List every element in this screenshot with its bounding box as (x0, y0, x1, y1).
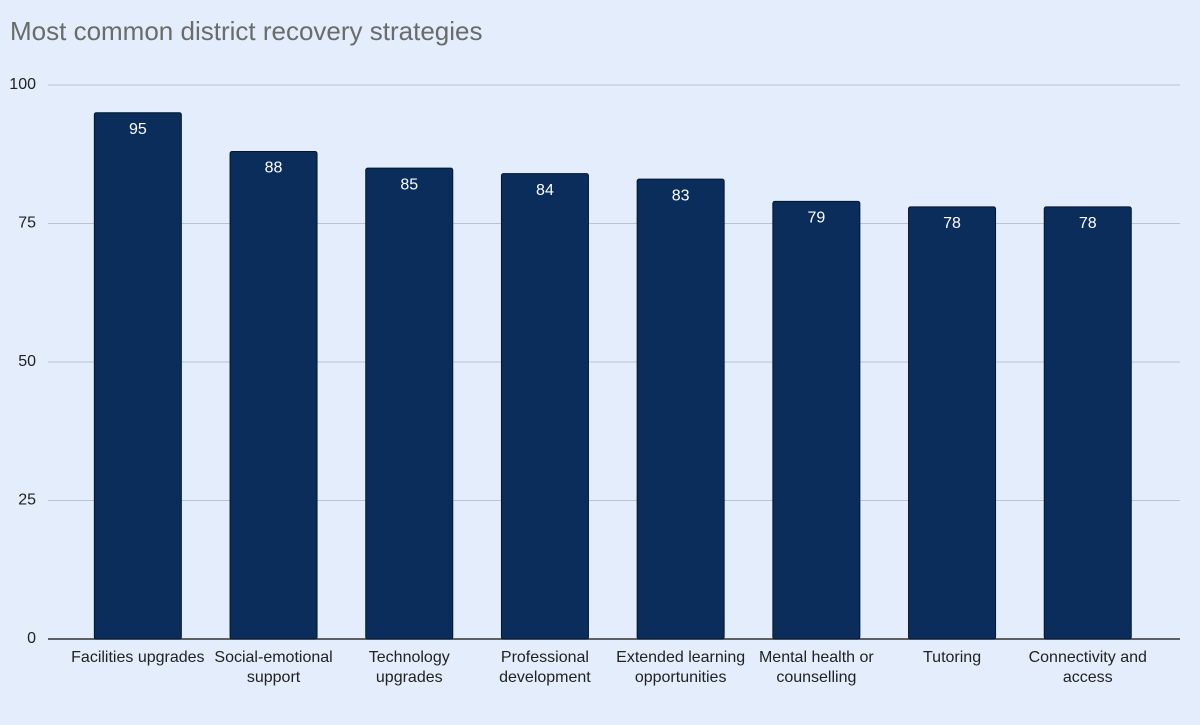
data-label: 95 (129, 121, 147, 138)
data-label: 84 (536, 182, 554, 199)
bar (1043, 206, 1132, 640)
y-tick-label: 0 (27, 630, 36, 647)
data-label: 85 (400, 176, 418, 193)
bar (93, 112, 182, 640)
data-label: 88 (265, 160, 283, 177)
x-tick-label: Tutoring (922, 649, 982, 666)
y-tick-label: 50 (18, 353, 36, 370)
data-label: 78 (943, 215, 961, 232)
bar (636, 178, 725, 640)
data-label: 78 (1079, 215, 1097, 232)
bar (365, 167, 454, 640)
bar (772, 200, 861, 640)
y-tick-label: 100 (9, 76, 36, 93)
data-label: 79 (807, 210, 825, 227)
bar (500, 173, 589, 640)
x-tick-label: Facilities upgrades (71, 649, 205, 666)
x-tick-label: Professional development (499, 649, 591, 686)
bar (229, 150, 318, 640)
bar (908, 206, 997, 640)
data-label: 83 (672, 187, 690, 204)
x-tick-label: Technology upgrades (368, 649, 450, 686)
x-tick-label: Mental health or counselling (758, 649, 874, 686)
y-tick-label: 75 (18, 215, 36, 232)
x-tick-label: Extended learning opportunities (616, 649, 746, 686)
y-tick-label: 25 (18, 492, 36, 509)
x-tick-label: Connectivity and access (1028, 649, 1147, 686)
x-tick-label: Social-emotional support (214, 649, 333, 686)
chart-title: Most common district recovery strategies (10, 16, 482, 46)
